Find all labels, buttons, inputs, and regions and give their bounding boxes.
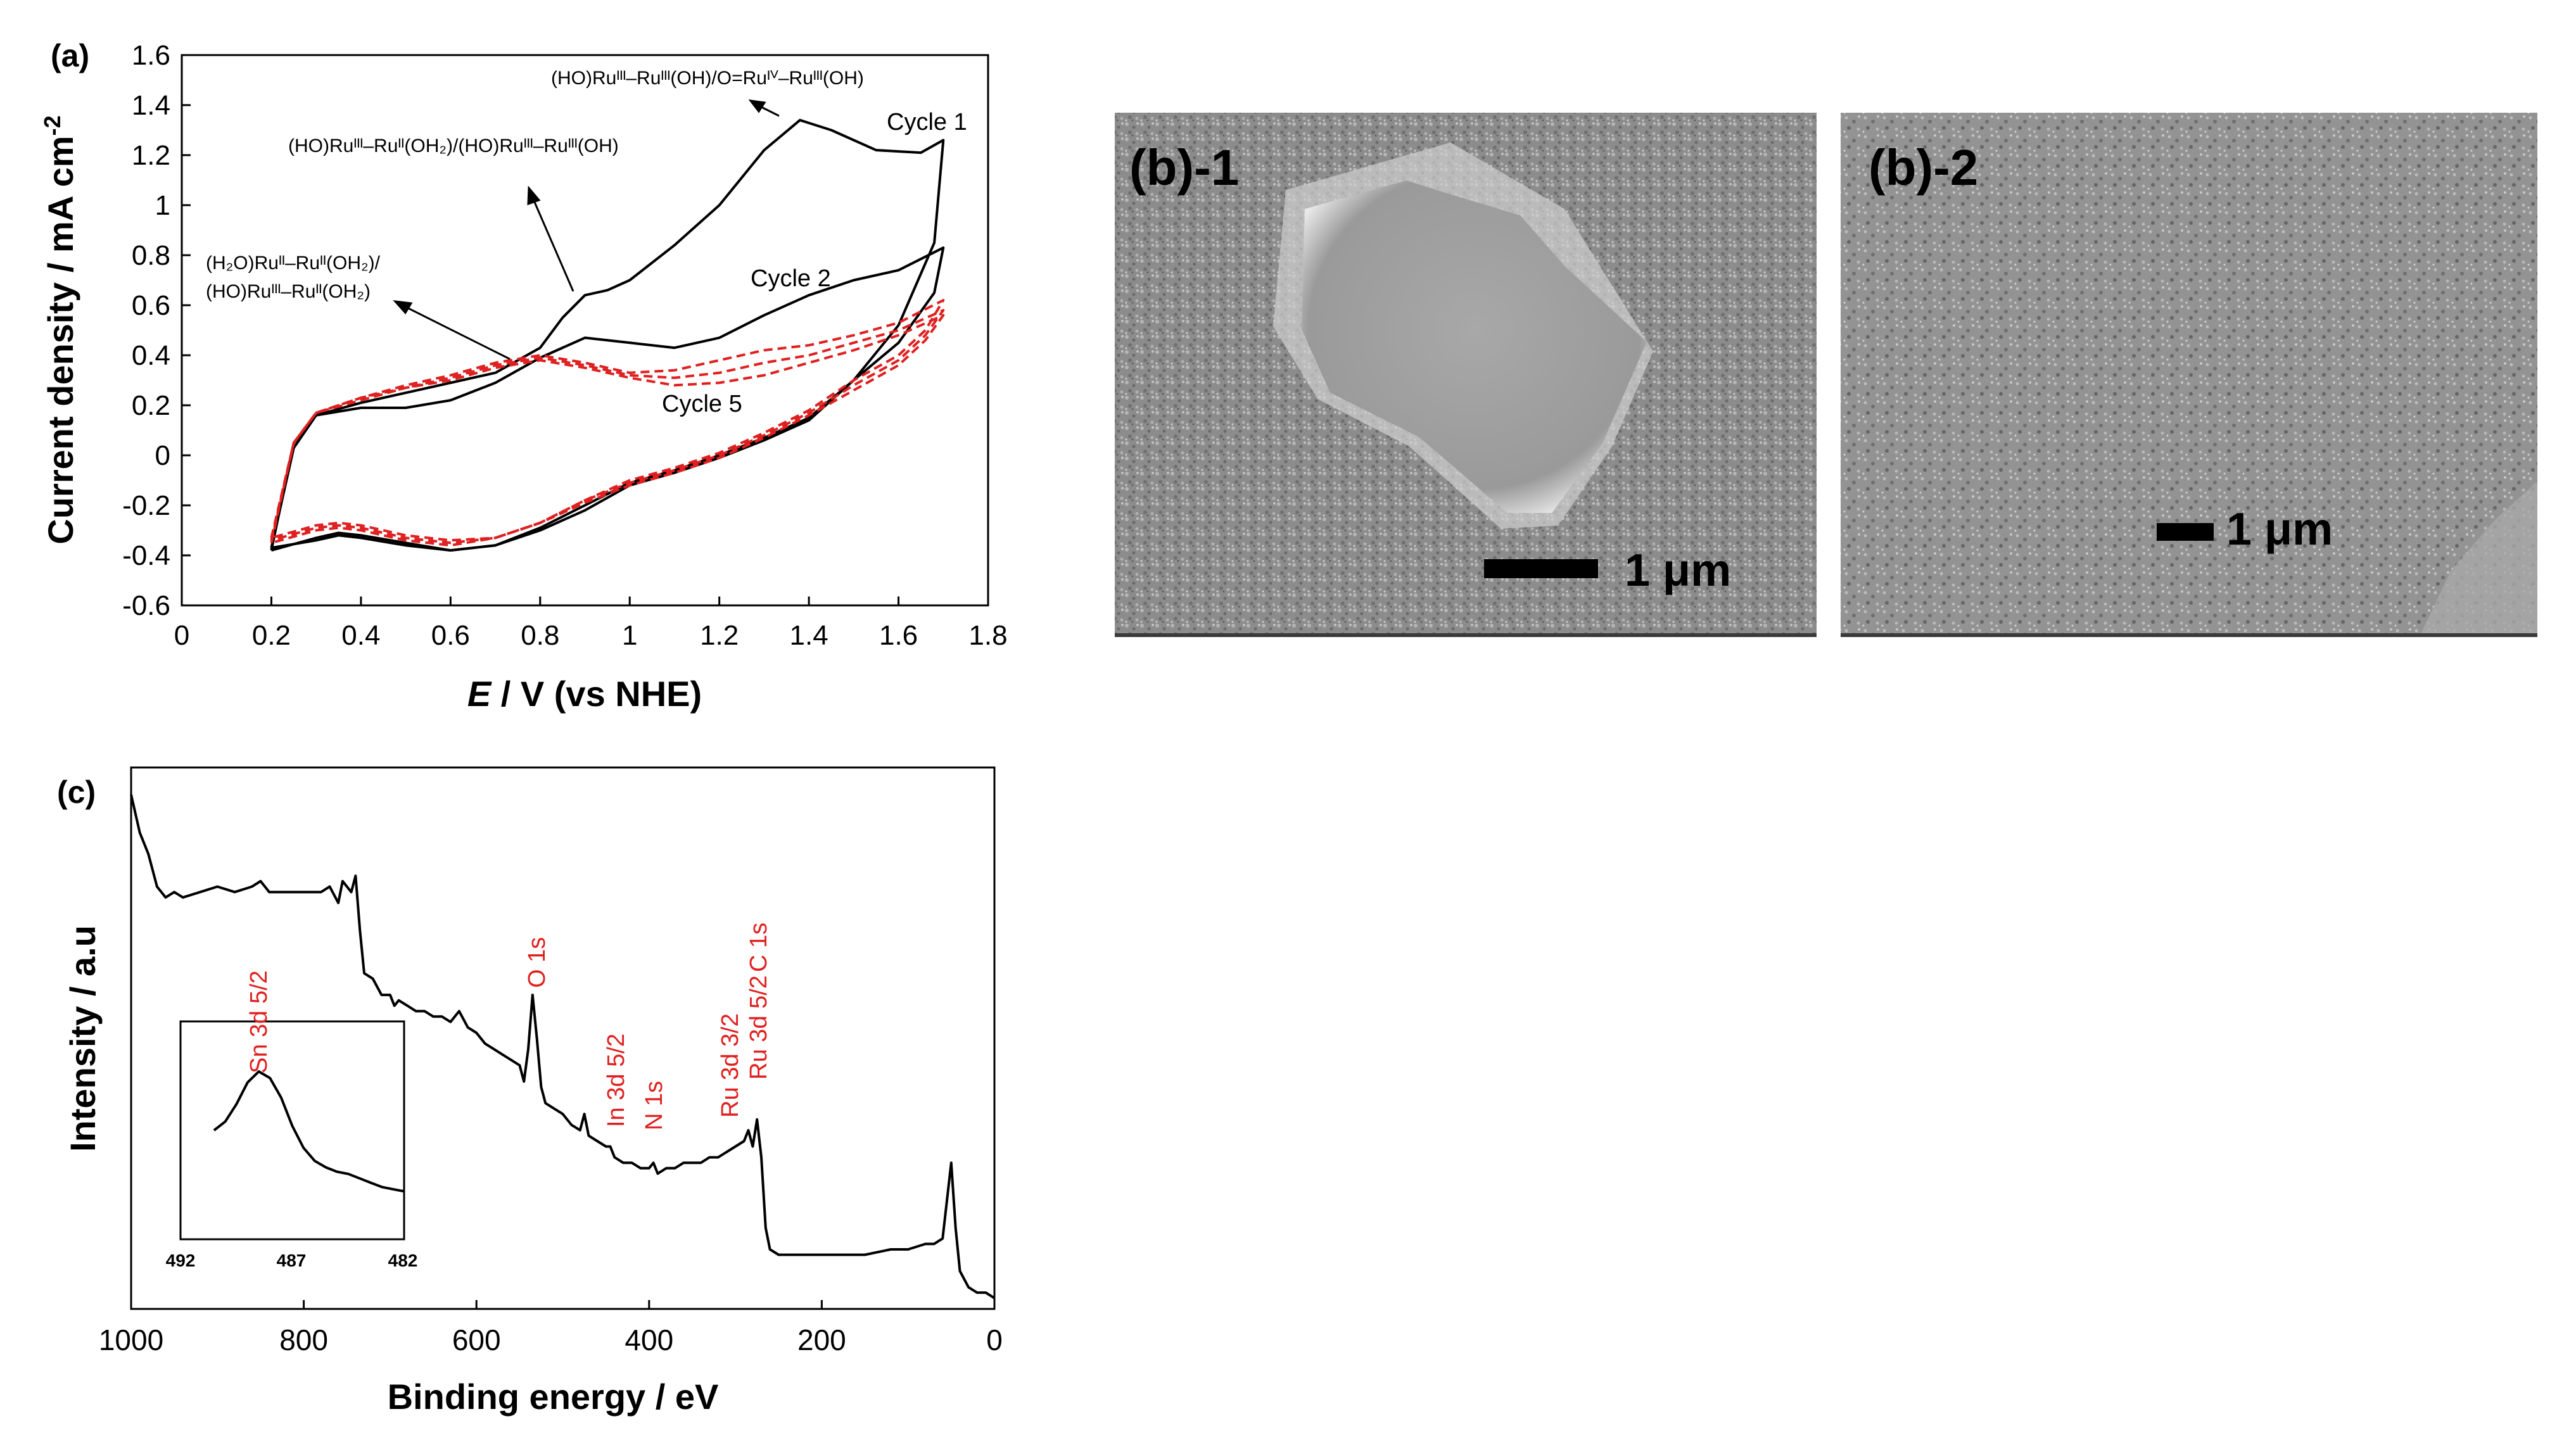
panel-c-y-axis-label: Intensity / a.u xyxy=(63,925,103,1152)
cycle-1-label: Cycle 1 xyxy=(887,109,967,136)
cv-curve-cycle-4 xyxy=(270,308,945,545)
y-tick-label: 0.4 xyxy=(132,340,170,371)
xps-survey-curve xyxy=(130,794,996,1299)
cycle-2-label: Cycle 2 xyxy=(751,265,831,292)
peak-labels: O 1s In 3d 5/2 N 1s Ru 3d 3/2 Ru 3d 5/2 … xyxy=(524,923,772,1130)
panel-c-xps-survey: (c) 1000 800 600 400 200 0 Binding energy / e… xyxy=(57,766,1003,1417)
panel-a-y-ticks: 1.6 1.4 1.2 1 0.8 0.6 0.4 0.2 0 -0.2 -0.4 -0.6 xyxy=(122,40,191,621)
panel-c-label: (c) xyxy=(57,774,96,810)
x-tick-label: 0.6 xyxy=(431,620,470,651)
panel-c-plot-frame xyxy=(130,766,996,1310)
y-tick-label: 1.2 xyxy=(132,140,170,171)
x-tick-label: 0 xyxy=(986,1323,1003,1356)
sem-b1-grain xyxy=(1302,180,1647,513)
inset-frame xyxy=(179,1020,405,1241)
annotation-ru-ii-ii-line1: (H₂O)Ruᴵᴵ–Ruᴵᴵ(OH₂)/ xyxy=(206,253,381,274)
y-tick-label: 1.6 xyxy=(132,40,170,71)
x-tick-label: 0.4 xyxy=(341,620,380,651)
inset-series xyxy=(213,1070,405,1193)
panel-c-x-axis-label: Binding energy / eV xyxy=(388,1377,719,1417)
panel-c-inset: Sn 3d 5/2 492 487 482 xyxy=(166,970,418,1270)
x-tick-label: 200 xyxy=(797,1323,846,1356)
arrow-2-head xyxy=(527,186,541,206)
peak-label-ru3d32: Ru 3d 3/2 xyxy=(717,1013,744,1118)
cv-curve-cycle-2 xyxy=(270,246,945,552)
inset-tick-487: 487 xyxy=(277,1251,307,1270)
x-tick-label: 1.6 xyxy=(879,620,918,651)
sem-b2-scale-label: 1 μm xyxy=(2226,504,2333,555)
annotation-ru-ii-ii-line2: (HO)Ruᴵᴵᴵ–Ruᴵᴵ(OH₂) xyxy=(206,281,371,302)
panel-a-label: (a) xyxy=(51,38,89,73)
sem-b1-label: (b)-1 xyxy=(1129,139,1239,196)
annotation-arrows xyxy=(393,99,780,360)
x-tick-label: 1.2 xyxy=(700,620,739,651)
cycle-5-label: Cycle 5 xyxy=(662,391,742,417)
panel-b2-sem-image: 1 μm (b)-2 xyxy=(1841,113,2537,637)
arrow-3-shaft xyxy=(402,304,511,360)
sem-b2-bottom-strip xyxy=(1841,633,2537,637)
arrow-3-head xyxy=(393,300,413,315)
x-tick-label: 800 xyxy=(279,1323,328,1356)
y-tick-label: -0.6 xyxy=(122,590,170,621)
x-tick-label: 600 xyxy=(452,1323,501,1356)
x-tick-label: 1.4 xyxy=(790,620,828,651)
arrow-1-head xyxy=(748,99,766,113)
panel-b1-sem-image: 1 μm (b)-1 xyxy=(1115,113,1817,637)
x-tick-label: 400 xyxy=(625,1323,673,1356)
sem-b1-scale-bar xyxy=(1484,559,1598,578)
inset-tick-492: 492 xyxy=(166,1251,196,1270)
arrow-2-shaft xyxy=(531,196,574,292)
y-tick-label: 0.8 xyxy=(132,240,170,271)
annotation-ru-iii-iv: (HO)Ruᴵᴵᴵ–Ruᴵᴵᴵ(OH)/O=Ruᴵⱽ–Ruᴵᴵᴵ(OH) xyxy=(551,68,864,89)
y-tick-label: 1 xyxy=(155,190,170,221)
panel-c-x-ticks: 1000 800 600 400 200 0 xyxy=(99,1300,1003,1356)
annotation-ru-iii-ii: (HO)Ruᴵᴵᴵ–Ruᴵᴵ(OH₂)/(HO)Ruᴵᴵᴵ–Ruᴵᴵᴵ(OH) xyxy=(288,136,619,156)
peak-label-c1s: C 1s xyxy=(746,923,772,972)
cv-curve-cycle-5 xyxy=(270,313,945,542)
cv-curve-cycle-3 xyxy=(270,299,945,547)
y-tick-label: 0 xyxy=(155,440,170,471)
sem-b1-bottom-strip xyxy=(1115,633,1817,637)
inset-tick-482: 482 xyxy=(388,1251,418,1270)
sem-b2-scale-bar xyxy=(2157,523,2214,541)
panel-a-x-axis-label: E / V (vs NHE) xyxy=(467,674,702,714)
panel-a-cyclic-voltammogram: (a) 1.61.41.210.80.60.40.20-0.2-0.4-0.6 … xyxy=(39,38,1008,714)
inset-sn3d-curve xyxy=(213,1070,405,1193)
x-tick-label: 1000 xyxy=(99,1323,163,1356)
y-tick-label: -0.4 xyxy=(122,540,170,571)
y-tick-label: -0.2 xyxy=(122,490,170,521)
sem-b2-background xyxy=(1841,113,2537,636)
x-tick-label: 1 xyxy=(622,620,637,651)
x-tick-label: 0.8 xyxy=(521,620,559,651)
panel-a-plot-frame xyxy=(181,54,989,607)
panel-a-series xyxy=(270,118,945,552)
x-tick-label: 1.8 xyxy=(968,620,1007,651)
panel-a-y-axis-label: Current density / mA cm-2 xyxy=(39,115,80,544)
y-tick-label: 0.6 xyxy=(132,290,170,321)
peak-label-ru3d52: Ru 3d 5/2 xyxy=(746,975,772,1080)
panel-a-x-ticks: 0 0.2 0.4 0.6 0.8 1 1.2 1.4 1.6 1.8 xyxy=(174,597,1008,651)
peak-label-o1s: O 1s xyxy=(524,937,550,988)
y-tick-label: 0.2 xyxy=(132,390,170,421)
peak-label-in3d: In 3d 5/2 xyxy=(603,1033,630,1127)
y-tick-label: 1.4 xyxy=(132,90,170,121)
inset-peak-label: Sn 3d 5/2 xyxy=(246,970,272,1073)
panel-c-series xyxy=(130,794,996,1299)
cv-curve-cycle-1 xyxy=(270,118,945,552)
peak-label-n1s: N 1s xyxy=(641,1081,668,1130)
x-tick-label: 0 xyxy=(174,620,189,651)
sem-b1-scale-label: 1 μm xyxy=(1625,545,1731,596)
sem-b2-label: (b)-2 xyxy=(1869,139,1978,196)
sem-b2-edge-feature xyxy=(2420,481,2537,636)
x-tick-label: 0.2 xyxy=(252,620,291,651)
